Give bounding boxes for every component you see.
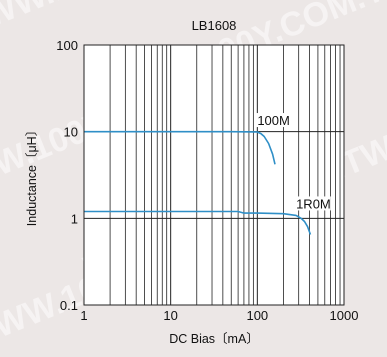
chart-title: LB1608	[192, 18, 237, 33]
y-tick-label: 0.1	[60, 298, 78, 313]
x-axis-label: DC Bias〔mA〕	[169, 332, 259, 346]
plot-frame	[83, 44, 345, 306]
x-tick-label: 1	[80, 308, 87, 323]
y-tick-label: 10	[64, 125, 78, 140]
series-label-100m: 100M	[257, 113, 290, 128]
plot-area	[84, 45, 344, 305]
x-tick-label: 10	[163, 308, 177, 323]
series-label-background	[294, 196, 331, 211]
x-tick-label: 100	[246, 308, 268, 323]
y-tick-label: 1	[71, 211, 78, 226]
series-layer: 100M 1R0M	[84, 113, 331, 235]
grid	[84, 45, 344, 305]
series-line-1r0m	[84, 210, 312, 235]
series-label-1r0m: 1R0M	[296, 196, 331, 211]
x-tick-label: 1000	[330, 308, 359, 323]
y-axis-label: Inductance〔μH〕	[25, 124, 39, 226]
series-label-background	[255, 113, 293, 128]
series-line-100m	[84, 130, 276, 165]
y-tick-label: 100	[56, 38, 78, 53]
